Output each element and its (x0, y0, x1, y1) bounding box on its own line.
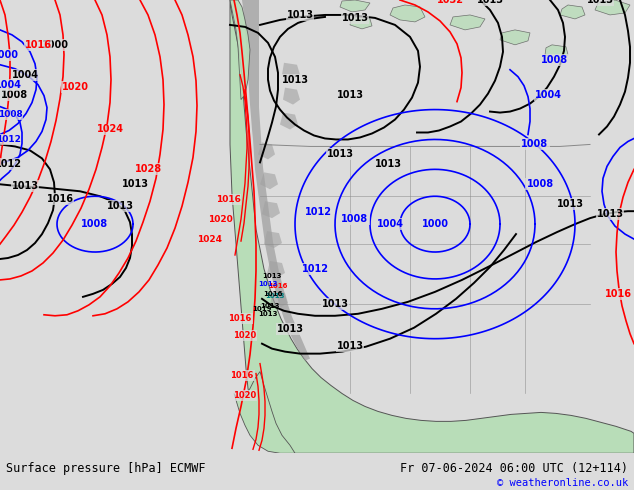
Polygon shape (283, 88, 300, 104)
Text: 1013: 1013 (258, 311, 278, 317)
Polygon shape (280, 113, 298, 129)
Polygon shape (560, 5, 585, 19)
Text: 1013: 1013 (327, 149, 354, 159)
Text: 1013: 1013 (477, 0, 503, 5)
Text: 1016: 1016 (268, 283, 288, 289)
Text: 1008: 1008 (541, 55, 569, 65)
Text: 1000: 1000 (422, 219, 448, 229)
Text: 1004: 1004 (377, 219, 403, 229)
Text: 1012: 1012 (0, 135, 20, 144)
Text: Fr 07-06-2024 06:00 UTC (12+114): Fr 07-06-2024 06:00 UTC (12+114) (400, 462, 628, 475)
Text: 1004: 1004 (0, 80, 22, 90)
Text: 1008: 1008 (521, 140, 548, 149)
Text: 1008: 1008 (81, 219, 108, 229)
Text: 1004: 1004 (534, 90, 562, 99)
Text: 1013: 1013 (260, 303, 280, 309)
Text: 1013: 1013 (342, 13, 368, 23)
Polygon shape (258, 143, 275, 159)
Text: 1013: 1013 (586, 0, 614, 5)
Text: 1013: 1013 (258, 281, 278, 287)
Polygon shape (267, 261, 285, 278)
Text: Surface pressure [hPa] ECMWF: Surface pressure [hPa] ECMWF (6, 462, 205, 475)
Polygon shape (350, 17, 372, 29)
Text: 1008: 1008 (526, 179, 553, 189)
Polygon shape (242, 0, 310, 361)
Polygon shape (595, 0, 630, 15)
Text: 1012: 1012 (0, 159, 22, 170)
Text: 1016: 1016 (216, 195, 240, 204)
Text: 1016: 1016 (25, 40, 51, 50)
Text: 1016: 1016 (230, 371, 254, 380)
Text: 1020: 1020 (61, 82, 89, 92)
Text: 1020: 1020 (233, 391, 257, 400)
Text: 1012: 1012 (304, 207, 332, 217)
Text: © weatheronline.co.uk: © weatheronline.co.uk (497, 478, 628, 488)
Text: 1000: 1000 (41, 40, 68, 50)
Text: 1013: 1013 (287, 10, 313, 20)
Text: 1013: 1013 (557, 199, 583, 209)
Text: 1000: 1000 (0, 50, 18, 60)
Text: 1012: 1012 (302, 264, 328, 274)
Polygon shape (282, 63, 300, 80)
Polygon shape (262, 201, 280, 218)
Polygon shape (340, 0, 370, 12)
Text: 1024: 1024 (96, 124, 124, 134)
Text: 1013: 1013 (597, 209, 623, 219)
Text: 1013: 1013 (281, 74, 309, 85)
Polygon shape (230, 0, 634, 453)
Text: 1004: 1004 (11, 70, 39, 80)
Text: 1008: 1008 (1, 90, 29, 99)
Text: 1013: 1013 (122, 179, 148, 189)
Text: 1028: 1028 (134, 164, 162, 174)
Text: 1016: 1016 (46, 194, 74, 204)
Polygon shape (450, 15, 485, 30)
Text: 1013: 1013 (321, 299, 349, 309)
Polygon shape (545, 45, 568, 59)
Text: 1008: 1008 (342, 214, 368, 224)
Text: 1016: 1016 (263, 291, 283, 297)
Text: 1024: 1024 (198, 235, 223, 244)
Polygon shape (270, 291, 288, 308)
Text: 1013: 1013 (107, 201, 134, 211)
Text: 1032: 1032 (436, 0, 463, 5)
Text: 1008: 1008 (0, 110, 22, 119)
Text: 1013: 1013 (11, 181, 39, 191)
Text: 1019: 1019 (252, 306, 272, 312)
Polygon shape (230, 0, 250, 99)
Polygon shape (264, 231, 282, 248)
Polygon shape (260, 172, 278, 189)
Text: 1020: 1020 (233, 331, 257, 340)
Polygon shape (500, 30, 530, 45)
Text: 1013: 1013 (337, 341, 363, 351)
Text: 1013: 1013 (262, 273, 281, 279)
Polygon shape (234, 371, 295, 453)
Polygon shape (390, 5, 425, 22)
Text: 1013: 1013 (337, 90, 363, 99)
Text: 1013: 1013 (265, 293, 285, 299)
Text: 1020: 1020 (207, 215, 233, 223)
Text: 1013: 1013 (375, 159, 401, 170)
Text: 1013: 1013 (276, 324, 304, 334)
Text: 1016: 1016 (604, 289, 631, 299)
Text: 1016: 1016 (228, 314, 252, 323)
